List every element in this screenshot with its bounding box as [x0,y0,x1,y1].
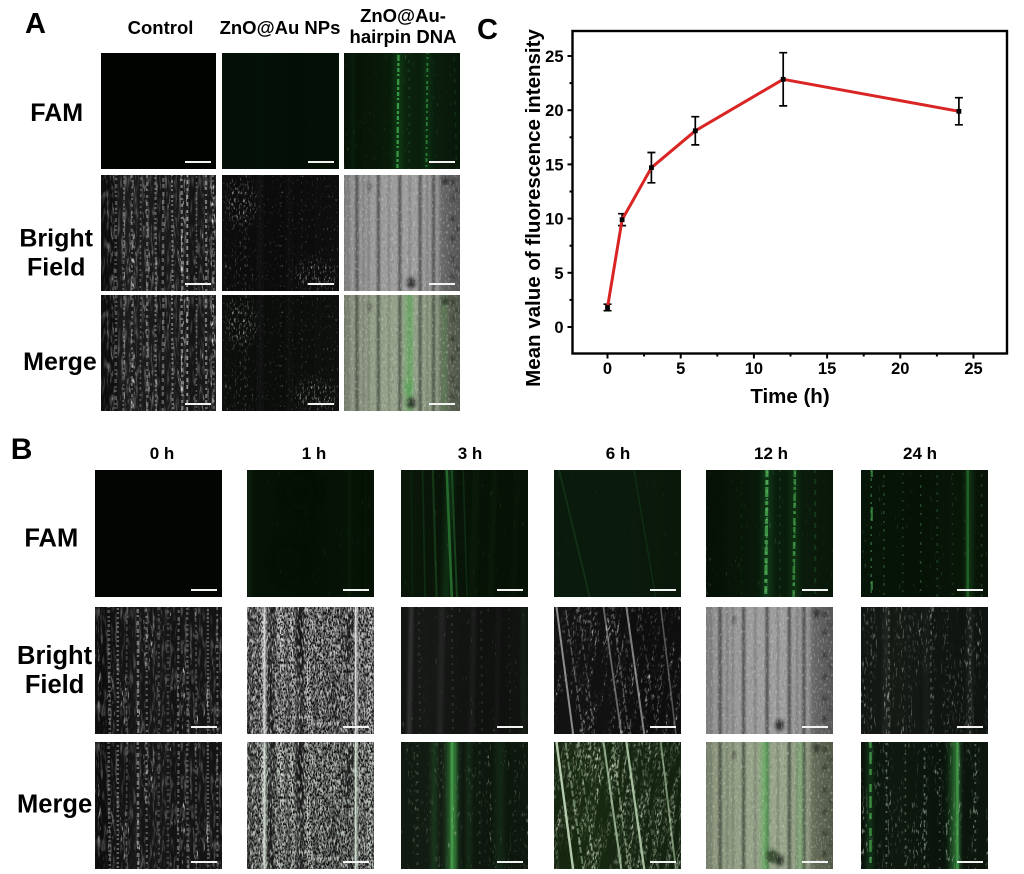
svg-text:15: 15 [545,156,563,174]
svg-text:5: 5 [676,360,685,378]
svg-text:Mean value of fluorescence int: Mean value of fluorescence intensity [522,29,545,387]
svg-text:15: 15 [818,360,836,378]
svg-text:5: 5 [554,265,563,283]
svg-text:20: 20 [545,102,563,120]
svg-text:0: 0 [603,360,612,378]
svg-text:0: 0 [554,319,563,337]
svg-text:Time (h): Time (h) [750,385,829,408]
svg-text:25: 25 [545,48,563,66]
svg-text:10: 10 [745,360,763,378]
svg-text:25: 25 [964,360,982,378]
svg-text:10: 10 [545,211,563,229]
svg-text:20: 20 [891,360,909,378]
